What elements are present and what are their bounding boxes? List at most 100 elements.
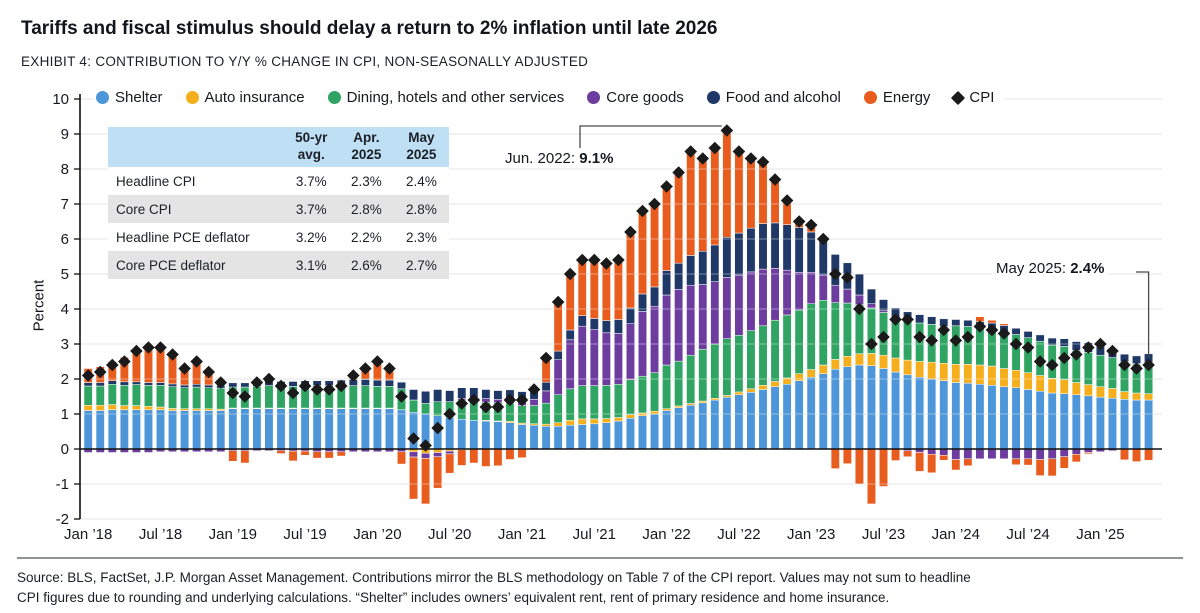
cpi-diamond [238, 390, 252, 403]
cpi-diamond [1118, 358, 1131, 372]
cpi-diamond [106, 358, 119, 372]
annotation-connectors [579, 125, 1150, 357]
x-tick-label: Jul ’22 [717, 526, 760, 543]
cpi-diamond [178, 362, 191, 375]
cpi-diamond [527, 383, 541, 396]
y-tick-label: 0 [61, 441, 69, 458]
cpi-diamond [1106, 344, 1119, 358]
cpi-diamond [298, 379, 312, 393]
cpi-diamond [1009, 337, 1023, 351]
cpi-diamond [118, 355, 131, 368]
column-header-50yr-avg: 50-yr avg. [283, 127, 339, 167]
cpi-diamond [756, 155, 770, 169]
legend-label: Dining, hotels and other services [346, 89, 565, 106]
row-label: Core CPI [116, 201, 172, 217]
cpi-diamond-icon [951, 90, 966, 105]
y-tick-label: 3 [61, 336, 69, 353]
x-tick-label: Jul ’20 [428, 526, 471, 543]
x-tick-label: Jan ’22 [642, 526, 690, 543]
bar-stacks [83, 130, 1154, 505]
table-row: Headline PCE deflator 3.2% 2.2% 2.3% [108, 223, 449, 251]
auto-insurance-swatch-icon [185, 91, 199, 104]
cpi-diamond [431, 421, 444, 435]
x-tick-label: Jul ’21 [573, 526, 616, 543]
cpi-diamond [1057, 351, 1071, 365]
cpi-diamond [539, 351, 553, 365]
cpi-diamond [310, 383, 324, 396]
cpi-diamond [407, 432, 420, 445]
cpi-diamond [515, 393, 529, 407]
cpi-diamond [949, 334, 963, 347]
y-tick-label: 2 [61, 371, 69, 388]
legend-item-cpi: CPI [951, 89, 994, 106]
y-tick-label: 8 [61, 161, 69, 178]
cpi-diamond [563, 267, 577, 281]
cpi-diamond [130, 344, 143, 358]
cell-value: 2.3% [406, 229, 437, 245]
x-tick-labels: Jan ’18 Jul ’18 Jan ’19 Jul ’19 Jan ’20 Jul ’… [64, 526, 1125, 543]
annotation-value: 2.4% [1070, 260, 1105, 277]
cpi-diamond [780, 194, 794, 207]
cpi-diamond [1045, 358, 1059, 372]
cpi-diamond [491, 400, 505, 414]
cpi-diamond [383, 362, 396, 375]
cpi-diamond [600, 257, 613, 270]
cpi-diamond [142, 341, 155, 354]
cpi-diamond [672, 166, 685, 179]
y-tick-label: 1 [61, 406, 69, 423]
cell-value: 3.1% [295, 257, 327, 273]
cpi-diamond [262, 372, 276, 386]
source-line-2: CPI figures due to rounding and underlyi… [17, 589, 890, 605]
cpi-diamond [274, 379, 288, 393]
cpi-diamond [732, 145, 746, 158]
energy-swatch-icon [863, 91, 877, 104]
annotation-may-2025: May 2025: 2.4% [992, 260, 1109, 277]
cpi-diamond [166, 348, 179, 361]
annotation-label: May 2025: [996, 260, 1067, 277]
cpi-diamond [286, 386, 300, 400]
cell-value: 2.3% [350, 173, 382, 189]
cpi-diamond [154, 341, 167, 354]
page-title: Tariffs and fiscal stimulus should delay… [21, 18, 718, 39]
cpi-diamond [1082, 341, 1095, 354]
cpi-diamond [841, 271, 854, 284]
cpi-diamond [202, 365, 215, 379]
cpi-diamond [744, 152, 758, 165]
cpi-diamond [322, 383, 336, 396]
cpi-diamond [1130, 362, 1143, 375]
legend-label: Shelter [115, 89, 163, 106]
x-tick-label: Jan ’21 [498, 526, 546, 543]
y-tick-label: -1 [56, 476, 69, 493]
legend-item-food-alcohol: Food and alcohol [706, 89, 841, 106]
cpi-diamond [575, 253, 589, 267]
row-label: Core PCE deflator [116, 257, 226, 273]
y-tick-label: 4 [61, 301, 69, 318]
cpi-diamond [816, 232, 830, 246]
cpi-diamond [612, 253, 625, 267]
cpi-markers [81, 124, 1155, 452]
chart-legend: Shelter Auto insurance Dining, hotels an… [94, 87, 1005, 108]
food-alcohol-swatch-icon [706, 91, 720, 104]
x-tick-label: Jul ’23 [862, 526, 905, 543]
x-tick-label: Jul ’18 [139, 526, 182, 543]
cpi-diamond [660, 180, 673, 193]
source-note: Source: BLS, FactSet, J.P. Morgan Asset … [17, 568, 1187, 607]
cpi-diamond [1142, 358, 1155, 372]
core-goods-swatch-icon [587, 91, 601, 104]
legend-item-auto-insurance: Auto insurance [185, 89, 305, 106]
cpi-diamond [961, 330, 975, 344]
table-header-row: 50-yr avg. Apr. 2025 May 2025 [108, 127, 449, 167]
cpi-diamond [214, 376, 228, 389]
cpi-diamond [359, 362, 372, 375]
cell-value: 3.7% [295, 201, 327, 217]
cpi-diamond [901, 313, 914, 326]
cpi-diamond [720, 124, 734, 137]
x-tick-label: Jul ’24 [1006, 526, 1049, 543]
cell-value: 2.8% [406, 201, 437, 217]
annotation-label: Jun. 2022: [505, 150, 576, 167]
legend-item-core-goods: Core goods [587, 89, 684, 106]
cpi-diamond [829, 267, 842, 281]
cpi-diamond [503, 393, 517, 407]
inflation-summary-table: 50-yr avg. Apr. 2025 May 2025 Headline C… [108, 127, 449, 279]
